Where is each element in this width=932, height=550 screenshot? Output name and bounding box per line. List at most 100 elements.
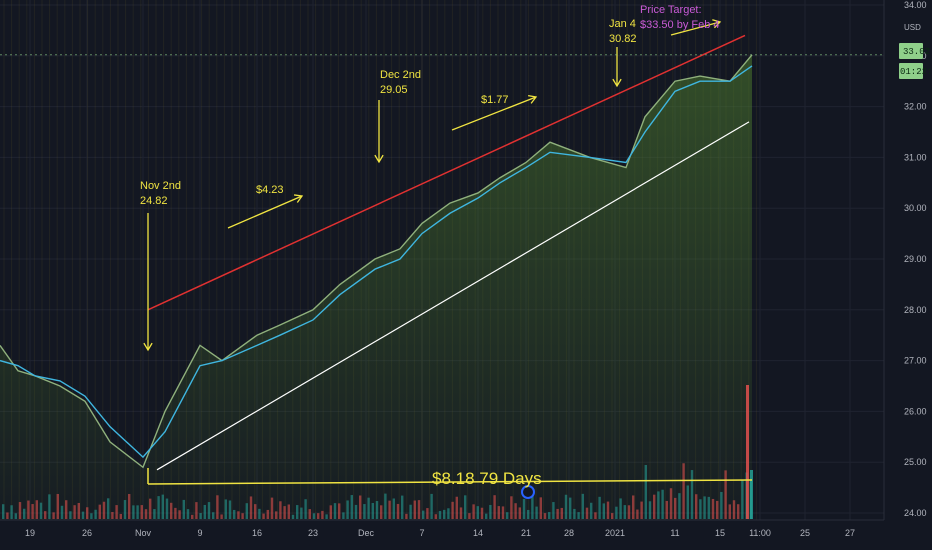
volume-bar	[157, 496, 160, 519]
volume-bar	[569, 497, 572, 519]
volume-bar	[18, 502, 22, 519]
arrow-nov2-head	[143, 342, 153, 352]
volume-bar	[342, 512, 345, 519]
volume-bar	[165, 498, 169, 519]
volume-bar	[443, 509, 446, 519]
volume-bar	[161, 494, 164, 519]
volume-bar	[107, 498, 110, 519]
y-tick-label: 31.00	[904, 152, 927, 162]
x-tick-label: 19	[25, 528, 35, 538]
arrow-jan4-head	[612, 78, 622, 88]
volume-bar	[531, 495, 534, 519]
volume-bar	[31, 504, 34, 519]
volume-bar	[522, 498, 526, 519]
volume-bar	[199, 513, 202, 519]
volume-bar	[350, 495, 353, 519]
anno-gain1: $4.23	[256, 184, 284, 196]
volume-bar	[489, 504, 492, 519]
volume-bar	[699, 499, 702, 519]
volume-bar	[707, 496, 710, 519]
volume-bar	[220, 514, 223, 519]
volume-bar	[237, 511, 240, 519]
volume-bar	[724, 470, 727, 519]
volume-bar	[539, 497, 542, 519]
volume-bar	[102, 501, 106, 519]
support-trendline[interactable]	[156, 121, 750, 471]
volume-bar	[552, 502, 555, 519]
volume-bar	[564, 494, 568, 519]
volume-bar	[750, 470, 753, 519]
price-axis-bg	[884, 0, 932, 520]
x-tick-label: 21	[521, 528, 531, 538]
volume-bar	[170, 502, 173, 519]
volume-bar	[329, 505, 332, 519]
x-tick-label: 27	[845, 528, 855, 538]
volume-bar	[464, 495, 467, 519]
volume-bar	[275, 511, 278, 519]
total-gain-baseline[interactable]	[147, 479, 753, 485]
x-tick-label: 15	[715, 528, 725, 538]
volume-bar	[606, 501, 610, 519]
volume-bar	[86, 507, 89, 519]
volume-bar	[140, 505, 143, 519]
resistance-trendline[interactable]	[147, 34, 746, 311]
price-line[interactable]	[0, 54, 753, 469]
volume-bar	[611, 513, 614, 519]
volume-bar	[741, 479, 744, 519]
volume-bar	[346, 500, 349, 519]
time-axis-ticks[interactable]: 19 26 Nov 9 16 23 Dec 7 14 21 28 2021 11 15 11:00 25 27	[25, 528, 855, 538]
volume-bar	[401, 495, 404, 519]
y-tick-label: 25.00	[904, 457, 927, 467]
volume-bar	[514, 503, 517, 519]
volume-bar	[98, 504, 101, 519]
volume-bar	[178, 510, 181, 519]
arrow-target-head	[712, 19, 722, 29]
volume-bar	[266, 509, 269, 519]
anno-nov2-date: Nov 2nd	[140, 180, 181, 192]
volume-bar	[665, 500, 668, 519]
y-tick-label: 30.00	[904, 203, 927, 213]
volume-bar	[262, 513, 265, 519]
volume-bar	[527, 509, 530, 519]
anno-target-title: Price Target:	[640, 4, 702, 16]
volume-bar	[653, 494, 656, 519]
volume-bar	[153, 509, 156, 519]
x-tick-label: 23	[308, 528, 318, 538]
volume-bar	[585, 507, 589, 519]
volume-bar	[191, 514, 194, 519]
volume-bar	[746, 385, 749, 519]
volume-bar	[682, 463, 685, 519]
volume-bar	[661, 489, 664, 519]
volume-bar	[136, 505, 139, 519]
volume-bar	[468, 513, 471, 519]
x-tick-label: 26	[82, 528, 92, 538]
volume-bar	[728, 504, 731, 519]
volume-bar	[115, 505, 118, 519]
volume-bar	[325, 514, 328, 519]
volume-bar	[674, 497, 677, 519]
volume-bar	[485, 513, 488, 519]
volume-bar	[619, 498, 622, 519]
anno-dec2-price: 29.05	[380, 84, 408, 96]
arrow-gain1	[227, 195, 303, 229]
volume-bar	[669, 488, 673, 519]
volume-bar	[90, 513, 93, 519]
volume-bar	[287, 504, 290, 519]
volume-bar	[296, 505, 299, 519]
volume-bar	[2, 504, 5, 519]
volume-bar	[581, 493, 584, 519]
last-price-value: 33.02	[903, 47, 930, 57]
volume-bar	[422, 510, 425, 519]
moving-average-line[interactable]	[0, 65, 753, 459]
dividend-marker[interactable]	[521, 485, 535, 499]
volume-bar	[207, 502, 211, 519]
x-tick-label: 28	[564, 528, 574, 538]
x-tick-label: Nov	[135, 528, 152, 538]
arrow-target	[670, 21, 721, 36]
volume-bar	[363, 504, 366, 519]
volume-bar	[249, 496, 253, 519]
anno-jan4-price: 30.82	[609, 33, 637, 45]
